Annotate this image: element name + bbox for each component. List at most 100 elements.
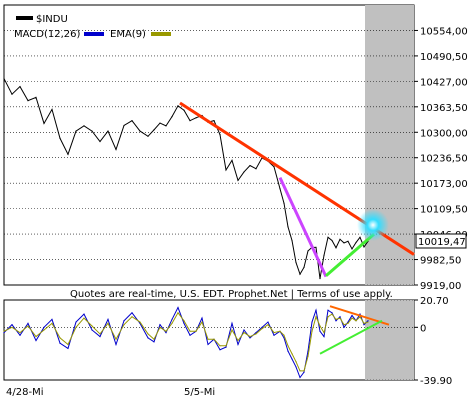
- data-point: [219, 345, 221, 347]
- y-tick-label: 10300,00: [420, 128, 468, 139]
- data-point: [339, 317, 341, 319]
- data-point: [225, 169, 227, 171]
- data-point: [115, 338, 117, 340]
- data-point: [273, 334, 275, 336]
- trendline-green[interactable]: [325, 232, 375, 277]
- y-tick-label: 10554,00: [420, 26, 468, 37]
- legend-label-macd: MACD(12,26): [14, 29, 81, 40]
- data-point: [267, 324, 269, 326]
- data-point: [19, 85, 21, 88]
- data-point: [279, 330, 281, 332]
- data-point: [51, 108, 53, 111]
- trendline-magenta[interactable]: [278, 176, 328, 278]
- data-point: [165, 332, 167, 334]
- data-point: [363, 324, 365, 326]
- data-point: [83, 313, 85, 315]
- data-point: [299, 370, 301, 372]
- data-point: [243, 329, 245, 331]
- data-point: [243, 332, 245, 334]
- data-point: [359, 236, 361, 238]
- data-point: [11, 324, 13, 326]
- data-point: [75, 321, 77, 323]
- data-point: [183, 109, 185, 111]
- y-tick-label: 10427,00: [420, 77, 468, 88]
- y-tick-label: 0: [420, 323, 426, 334]
- data-point: [107, 318, 109, 321]
- data-point: [255, 332, 257, 334]
- data-point: [225, 346, 227, 348]
- macd-panel: 20.70 0 -39.90: [3, 296, 452, 387]
- data-point: [315, 246, 317, 248]
- data-point: [287, 226, 289, 228]
- data-point: [359, 313, 361, 315]
- data-point: [273, 332, 275, 334]
- data-point: [43, 326, 45, 328]
- data-point: [131, 316, 133, 318]
- data-point: [307, 355, 309, 357]
- data-point: [347, 240, 349, 242]
- data-point: [147, 135, 149, 137]
- data-point: [189, 330, 191, 332]
- y-tick-label: 10173,00: [420, 179, 468, 190]
- data-point: [303, 371, 305, 373]
- data-point: [351, 248, 353, 250]
- data-point: [213, 338, 215, 340]
- macd-series-group: [3, 306, 369, 379]
- data-point: [237, 343, 239, 346]
- data-point: [295, 366, 297, 368]
- data-point: [219, 134, 221, 136]
- data-point: [123, 320, 125, 322]
- data-point: [231, 322, 233, 324]
- data-point: [153, 338, 155, 340]
- data-point: [311, 330, 313, 332]
- data-point: [201, 321, 203, 323]
- y-tick-label: -39.90: [420, 376, 452, 387]
- data-point: [99, 333, 101, 335]
- data-point: [159, 326, 161, 328]
- data-point: [165, 125, 167, 127]
- data-point: [195, 117, 197, 119]
- last-value-badge: 10019,47: [415, 233, 467, 249]
- data-point: [27, 100, 29, 102]
- data-point: [319, 277, 321, 280]
- data-point: [59, 337, 61, 339]
- data-point: [331, 313, 333, 315]
- data-point: [331, 312, 333, 314]
- data-point: [59, 137, 61, 139]
- last-value-label: 10019,47: [418, 237, 466, 248]
- data-point: [291, 239, 293, 242]
- data-point: [323, 254, 325, 256]
- future-area: [365, 5, 414, 285]
- data-point: [67, 343, 69, 346]
- data-point: [249, 164, 251, 167]
- data-point: [171, 318, 173, 321]
- data-point: [343, 242, 345, 244]
- data-point: [243, 171, 245, 173]
- data-point: [323, 335, 325, 338]
- data-point: [19, 334, 21, 336]
- data-point: [261, 328, 263, 330]
- data-point: [295, 361, 297, 363]
- data-point: [355, 320, 357, 322]
- legend: $INDU MACD(12,26) EMA(9): [14, 14, 171, 40]
- x-tick-label-0: 4/28-Mi: [6, 387, 43, 398]
- data-point: [177, 306, 179, 309]
- data-point: [255, 168, 257, 170]
- data-point: [189, 120, 191, 122]
- y-tick-label: 20.70: [420, 296, 449, 307]
- data-point: [115, 148, 117, 151]
- data-point: [237, 179, 239, 181]
- data-point: [315, 316, 317, 318]
- data-point: [339, 316, 341, 318]
- data-point: [335, 318, 337, 321]
- highlight-glow: [357, 209, 389, 241]
- data-point: [327, 316, 329, 318]
- data-point: [171, 116, 173, 118]
- trendline-green[interactable]: [319, 319, 383, 355]
- macd-future-area: [365, 300, 414, 380]
- data-point: [59, 342, 61, 344]
- price-grid: [4, 30, 414, 286]
- data-point: [273, 166, 275, 168]
- data-point: [159, 122, 161, 124]
- y-tick-label: 10109,50: [420, 205, 468, 216]
